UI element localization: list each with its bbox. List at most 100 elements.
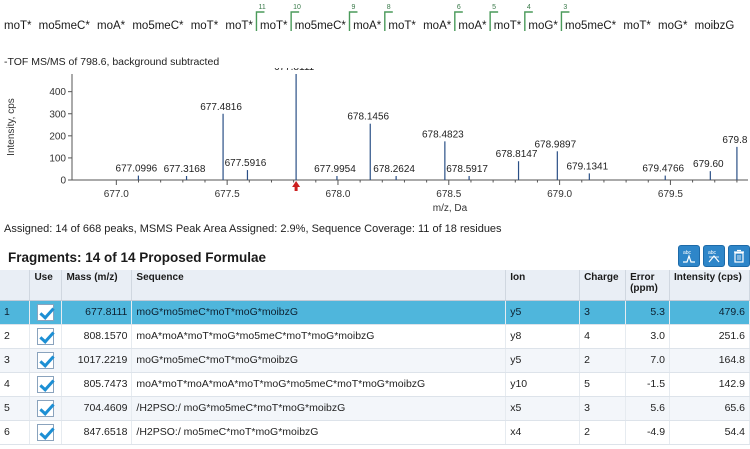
- spectrum-chart: 0 100 200 300 400 677.0 677.5 678.0 678.5 679.0 67…: [6, 68, 748, 214]
- use-checkbox-cell: [29, 396, 63, 421]
- column-header-num[interactable]: [0, 270, 31, 301]
- x-tick-label: 679.5: [658, 189, 683, 200]
- fragments-title: Fragments: 14 of 14 Proposed Formulae: [8, 250, 267, 265]
- intensity-cell: 54.4: [669, 420, 750, 445]
- peak-label: 679.1341: [566, 161, 608, 172]
- row-number: 6: [0, 420, 31, 445]
- sequence-token: moT*: [191, 20, 219, 32]
- abc-peak-button[interactable]: abc: [678, 245, 700, 267]
- fragment-marker: [290, 11, 300, 31]
- use-checkbox[interactable]: [37, 423, 55, 441]
- table-row[interactable]: 6 847.6518/H2PSO:/ mo5meC*moT*moG*moibzG x…: [0, 420, 750, 445]
- y-tick-label: 100: [49, 153, 66, 164]
- use-checkbox-cell: [29, 300, 63, 325]
- use-checkbox-cell: [29, 420, 63, 445]
- sequence-token: mo5meC*: [565, 20, 617, 32]
- abc-trim-icon: abc: [708, 250, 720, 263]
- fragment-marker: [384, 11, 393, 31]
- x-tick-label: 679.0: [547, 189, 572, 200]
- fragments-table-body: 1 677.8111 moG*mo5meC*moT*moG*moibzG y5 3 5.3…: [0, 300, 750, 445]
- table-row[interactable]: 5 704.4609/H2PSO:/ moG*mo5meC*moT*moG*moi…: [0, 396, 750, 421]
- intensity-cell: 164.8: [669, 348, 750, 373]
- table-row[interactable]: 4 805.7473 moA*moT*moA*moA*moT*moG*mo5meC*…: [0, 372, 750, 397]
- charge-cell: 2: [579, 348, 627, 373]
- peak-label: 678.1456: [347, 112, 389, 123]
- table-row[interactable]: 3 1017.2219 moG*mo5meC*moT*moG*moibzG y5 2 7.…: [0, 348, 750, 373]
- fragment-marker-label: 5: [492, 4, 496, 11]
- delete-button[interactable]: [728, 245, 750, 267]
- mass-cell: 808.1570: [61, 324, 133, 349]
- charge-cell: 3: [579, 300, 627, 325]
- table-row[interactable]: 2 808.1570 moA*moA*moT*moG*mo5meC*moT*moG*…: [0, 324, 750, 349]
- fragment-marker-label: 10: [293, 4, 301, 11]
- column-header-intensity[interactable]: Intensity (cps): [669, 270, 750, 301]
- peak-label: 679.4766: [642, 164, 684, 175]
- charge-cell: 4: [579, 324, 627, 349]
- column-header-charge[interactable]: Charge: [579, 270, 627, 301]
- peak-label: 679.8: [722, 135, 747, 146]
- fragment-marker-label: 3: [563, 4, 567, 11]
- svg-text:abc: abc: [683, 250, 692, 256]
- sequence-token: moT*: [494, 20, 522, 32]
- mass-cell: 1017.2219: [61, 348, 133, 373]
- column-header-mass[interactable]: Mass (m/z): [61, 270, 133, 301]
- x-tick-label: 677.0: [104, 189, 129, 200]
- fragment-marker: [524, 11, 533, 31]
- mass-cell: 704.4609: [61, 396, 133, 421]
- column-header-ion[interactable]: Ion: [505, 270, 581, 301]
- row-number: 5: [0, 396, 31, 421]
- peak-label: 678.5917: [446, 164, 488, 175]
- use-checkbox[interactable]: [37, 351, 55, 369]
- error-cell: 3.0: [625, 324, 671, 349]
- x-tick-label: 678.5: [436, 189, 461, 200]
- ion-cell: x5: [505, 396, 581, 421]
- sequence-token: moA*: [458, 20, 487, 32]
- sequence-token: moA*: [423, 20, 452, 32]
- peak-label: 677.5916: [225, 158, 267, 169]
- sequence-token: moT*: [388, 20, 416, 32]
- use-checkbox[interactable]: [37, 399, 55, 417]
- sequence-cell: moG*mo5meC*moT*moG*moibzG: [131, 300, 507, 325]
- abc-peak-icon: abc: [683, 250, 695, 263]
- column-header-sequence[interactable]: Sequence: [131, 270, 507, 301]
- sequence-token: moA*: [97, 20, 126, 32]
- use-checkbox-cell: [29, 372, 63, 397]
- x-tick-label: 677.5: [215, 189, 240, 200]
- use-checkbox[interactable]: [37, 327, 55, 345]
- precursor-marker-icon: [292, 181, 301, 191]
- intensity-cell: 479.6: [669, 300, 750, 325]
- y-axis-title: Intensity, cps: [6, 98, 17, 156]
- error-cell: 5.3: [625, 300, 671, 325]
- peak-label: 677.0996: [116, 164, 158, 175]
- sequence-cell: /H2PSO:/ moG*mo5meC*moT*moG*moibzG: [131, 396, 507, 421]
- fragment-marker-label: 6: [457, 4, 461, 11]
- sequence-cell: moA*moT*moA*moA*moT*moG*mo5meC*moT*moG*m…: [131, 372, 507, 397]
- use-checkbox-cell: [29, 324, 63, 349]
- column-header-error[interactable]: Error (ppm): [625, 270, 671, 301]
- table-row[interactable]: 1 677.8111 moG*mo5meC*moT*moG*moibzG y5 3 5.3…: [0, 300, 750, 325]
- sequence-token: moT*: [225, 20, 253, 32]
- spectrum-title: -TOF MS/MS of 798.6, background subtract…: [4, 56, 220, 68]
- peak-label: 679.60: [693, 159, 724, 170]
- sequence-cell: moG*mo5meC*moT*moG*moibzG: [131, 348, 507, 373]
- peak-label: 677.9954: [314, 164, 356, 175]
- column-header-use[interactable]: Use: [29, 270, 63, 301]
- use-checkbox[interactable]: [37, 303, 55, 321]
- sequence-token: mo5meC*: [295, 20, 347, 32]
- sequence-token: moG*: [658, 20, 688, 32]
- fragments-header: Fragments: 14 of 14 Proposed Formulae ab…: [0, 245, 750, 269]
- ion-cell: x4: [505, 420, 581, 445]
- use-checkbox[interactable]: [37, 375, 55, 393]
- fragment-marker: [489, 11, 499, 31]
- intensity-cell: 65.6: [669, 396, 750, 421]
- peak-label: 677.4816: [200, 102, 242, 113]
- sequence-cell: moA*moA*moT*moG*mo5meC*moT*moG*moibzG: [131, 324, 507, 349]
- x-axis-title: m/z, Da: [433, 203, 468, 214]
- sequence-token: moG*: [528, 20, 558, 32]
- sequence-token: moT*: [4, 20, 32, 32]
- sequence-token: moA*: [353, 20, 382, 32]
- fragment-marker-label: 8: [387, 4, 391, 11]
- abc-trim-button[interactable]: abc: [703, 245, 725, 267]
- peak-label: 677.8111: [274, 68, 315, 73]
- delete-icon: [734, 249, 744, 263]
